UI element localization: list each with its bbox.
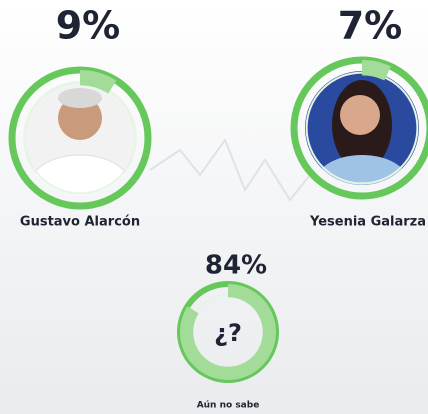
candidate-photo (23, 81, 137, 195)
ring-segment (79, 70, 117, 94)
name-label: Aún no sabe (197, 401, 260, 411)
ring-segment (180, 284, 276, 380)
background-decoration (149, 137, 311, 202)
ring-segment (361, 60, 391, 81)
value-label: 9% (56, 4, 121, 48)
name-label: Gustavo Alarcón (20, 215, 140, 230)
center-text: ¿? (214, 319, 242, 347)
candidate-photo (305, 71, 419, 185)
value-label: 7% (338, 4, 403, 48)
name-label: Yesenia Galarza (309, 215, 426, 230)
value-label: 84% (205, 251, 267, 281)
